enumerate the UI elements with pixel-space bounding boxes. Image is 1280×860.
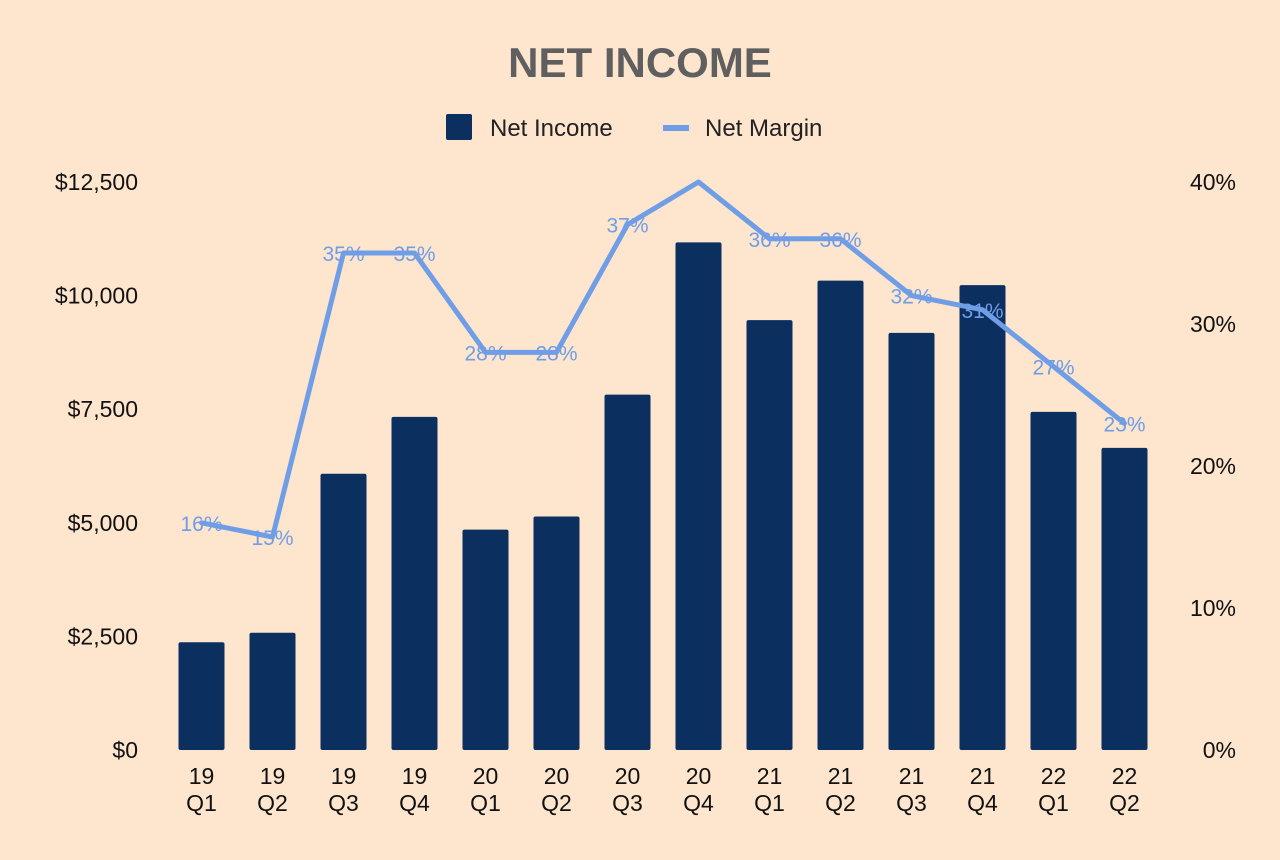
x-axis-year-label: 21 [828, 763, 854, 789]
chart-title: NET INCOME [508, 39, 772, 86]
legend-net-income-swatch [446, 114, 472, 140]
net-margin-data-label: 37% [606, 215, 648, 238]
right-axis-tick-label: 40% [1190, 169, 1236, 195]
net-margin-series-line [199, 179, 1127, 540]
net-margin-labels: 16% 15% 35% 35% 28% 28% 37% 36% 36% 32% 31% 27% 23% [180, 215, 1145, 550]
net-income-bar [249, 632, 296, 750]
net-income-bar [391, 416, 438, 750]
net-margin-data-label: 36% [819, 229, 861, 252]
x-axis-quarter-label: Q1 [186, 790, 217, 816]
legend-net-income-label: Net Income [490, 115, 613, 142]
left-axis-tick-label: $7,500 [68, 396, 138, 422]
x-axis-year-label: 21 [899, 763, 925, 789]
x-axis-year-label: 21 [757, 763, 783, 789]
x-axis-quarter-label: Q3 [612, 790, 643, 816]
x-axis-year-label: 19 [260, 763, 286, 789]
net-income-bar [959, 285, 1006, 750]
left-axis-tick-label: $12,500 [55, 169, 138, 195]
net-income-bar [817, 280, 864, 750]
x-axis-year-label: 20 [473, 763, 499, 789]
net-income-bar [178, 642, 225, 750]
x-axis-year-label: 22 [1112, 763, 1138, 789]
x-axis-quarter-label: Q2 [825, 790, 856, 816]
net-income-bar [1101, 447, 1148, 750]
x-axis-quarter-label: Q1 [470, 790, 501, 816]
net-margin-data-label: 35% [322, 243, 364, 266]
net-income-bars [178, 242, 1148, 751]
net-margin-data-label: 36% [748, 229, 790, 252]
net-margin-data-label: 27% [1032, 357, 1074, 380]
legend-net-margin-swatch [663, 125, 689, 131]
net-margin-data-label: 16% [180, 513, 222, 536]
x-axis-quarter-label: Q4 [967, 790, 998, 816]
net-margin-data-label: 28% [464, 342, 506, 365]
net-margin-data-label: 15% [251, 527, 293, 550]
x-axis-quarter-label: Q1 [754, 790, 785, 816]
x-axis-quarter-label: Q4 [683, 790, 714, 816]
x-axis-year-label: 20 [686, 763, 712, 789]
net-income-bar [675, 242, 722, 751]
right-axis: 0% 10% 20% 30% 40% [1190, 169, 1236, 763]
net-income-bar [320, 473, 367, 750]
net-margin-data-label: 28% [535, 342, 577, 365]
net-income-bar [746, 320, 793, 750]
x-axis-quarter-label: Q3 [328, 790, 359, 816]
x-axis-quarter-label: Q4 [399, 790, 430, 816]
x-axis-quarter-label: Q2 [1109, 790, 1140, 816]
net-margin-data-label: 32% [890, 286, 932, 309]
left-axis-tick-label: $5,000 [68, 510, 138, 536]
right-axis-tick-label: 10% [1190, 595, 1236, 621]
legend-net-margin-label: Net Margin [705, 115, 822, 142]
left-axis-tick-label: $2,500 [68, 623, 138, 649]
x-axis: 19Q119Q219Q319Q420Q120Q220Q320Q421Q121Q2… [186, 763, 1140, 816]
right-axis-tick-label: 20% [1190, 453, 1236, 479]
left-axis-tick-label: $10,000 [55, 283, 138, 309]
x-axis-quarter-label: Q3 [896, 790, 927, 816]
net-margin-data-label: 23% [1103, 413, 1145, 436]
legend: Net Income Net Margin [446, 114, 822, 142]
x-axis-year-label: 21 [970, 763, 996, 789]
x-axis-year-label: 22 [1041, 763, 1067, 789]
x-axis-year-label: 19 [331, 763, 357, 789]
right-axis-tick-label: 0% [1203, 737, 1236, 763]
x-axis-year-label: 20 [544, 763, 570, 789]
net-income-bar [888, 332, 935, 750]
net-income-bar [462, 529, 509, 750]
net-margin-data-label: 31% [961, 300, 1003, 323]
x-axis-year-label: 19 [189, 763, 215, 789]
left-axis: $0 $2,500 $5,000 $7,500 $10,000 $12,500 [55, 169, 138, 763]
x-axis-quarter-label: Q2 [541, 790, 572, 816]
x-axis-quarter-label: Q1 [1038, 790, 1069, 816]
left-axis-tick-label: $0 [112, 737, 138, 763]
x-axis-year-label: 20 [615, 763, 641, 789]
x-axis-year-label: 19 [402, 763, 428, 789]
right-axis-tick-label: 30% [1190, 311, 1236, 337]
net-income-bar [1030, 411, 1077, 750]
net-margin-data-label: 35% [393, 243, 435, 266]
x-axis-quarter-label: Q2 [257, 790, 288, 816]
net-income-bar [533, 516, 580, 750]
net-income-bar [604, 394, 651, 750]
net-margin-line [199, 179, 1127, 540]
